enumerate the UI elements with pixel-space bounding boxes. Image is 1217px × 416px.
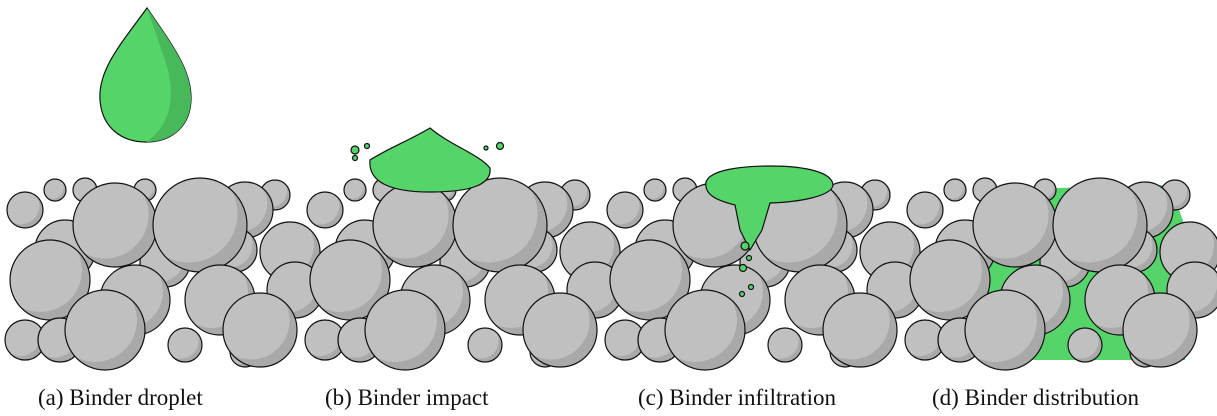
splash — [351, 146, 359, 154]
particle — [965, 290, 1045, 370]
particle — [453, 178, 547, 272]
particle — [607, 192, 643, 228]
particle — [365, 290, 445, 370]
caption: (d) Binder distribution — [932, 385, 1139, 410]
particle — [1123, 293, 1197, 367]
particle — [468, 328, 502, 362]
drip — [740, 265, 747, 272]
particle — [7, 192, 43, 228]
particles — [5, 178, 1217, 370]
splash — [365, 144, 370, 149]
particle — [973, 183, 1057, 267]
particle — [823, 293, 897, 367]
particle — [907, 192, 943, 228]
particle — [44, 179, 66, 201]
impact-splat — [370, 128, 490, 192]
particle — [1053, 178, 1147, 272]
drip — [749, 285, 754, 290]
particle — [768, 328, 802, 362]
particle — [168, 328, 202, 362]
caption: (b) Binder impact — [325, 385, 489, 410]
diagram: (a) Binder droplet (b) Binder impact (c)… — [0, 0, 1217, 416]
particle — [523, 293, 597, 367]
drip — [740, 292, 745, 297]
splash — [353, 156, 358, 161]
particle — [307, 192, 343, 228]
particle — [153, 178, 247, 272]
caption: (c) Binder infiltration — [638, 385, 836, 410]
particle — [73, 183, 157, 267]
splash — [484, 146, 488, 150]
particle — [223, 293, 297, 367]
drip — [741, 242, 749, 250]
splash — [497, 143, 504, 150]
particle — [1068, 328, 1102, 362]
caption: (a) Binder droplet — [38, 385, 203, 410]
particle — [373, 183, 457, 267]
drip — [747, 256, 752, 261]
particle — [944, 179, 966, 201]
particle — [344, 179, 366, 201]
particle — [644, 179, 666, 201]
particle — [65, 290, 145, 370]
particle — [665, 290, 745, 370]
